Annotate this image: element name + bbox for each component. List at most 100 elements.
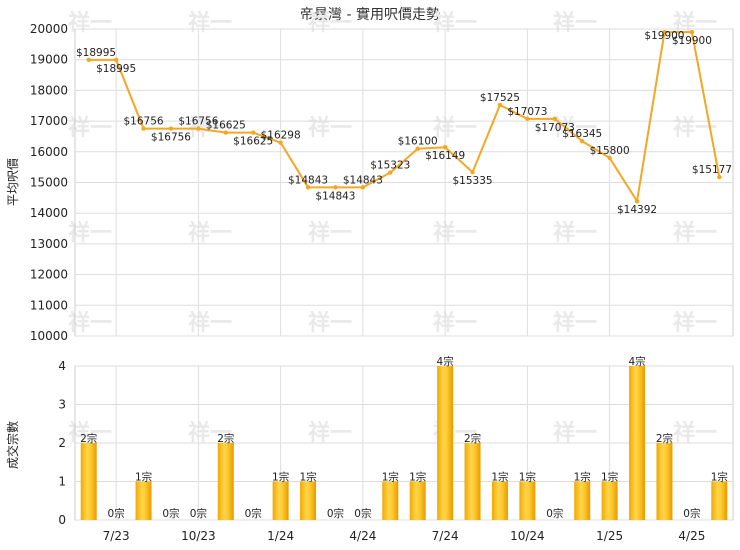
price-data-label-12: $16100 — [398, 136, 438, 148]
price-point-12 — [415, 146, 420, 151]
price-data-label-16: $17073 — [507, 106, 547, 118]
watermark-text-8: 祥一 — [188, 310, 232, 336]
price-point-4 — [196, 126, 201, 131]
watermark-text-15: 祥一 — [433, 10, 477, 36]
volume-data-label-1: 0宗 — [108, 507, 125, 520]
price-point-13 — [442, 145, 448, 150]
price-data-label-19: $15800 — [590, 145, 630, 157]
volume-bar-18 — [574, 481, 591, 520]
price-data-label-2: $16756 — [123, 116, 163, 128]
volume-bar-14 — [464, 443, 481, 520]
watermark-text-10: 祥一 — [308, 10, 352, 36]
price-point-18 — [580, 139, 585, 144]
watermark-text-24: 祥一 — [553, 420, 597, 446]
volume-data-label-7: 1宗 — [272, 471, 289, 484]
watermark-text-13: 祥一 — [308, 310, 352, 336]
x-tick-label-2: 1/24 — [267, 529, 294, 543]
price-data-label-23: $15177 — [692, 164, 732, 176]
volume-data-label-2: 1宗 — [135, 471, 152, 484]
watermark-text-21: 祥一 — [553, 115, 597, 141]
price-point-16 — [525, 116, 530, 122]
volume-data-label-20: 4宗 — [628, 355, 645, 368]
volume-tick-label-4: 4 — [58, 359, 66, 373]
volume-bar-5 — [217, 443, 234, 520]
price-point-3 — [168, 126, 174, 131]
volume-data-label-5: 2宗 — [217, 432, 234, 445]
price-point-15 — [497, 102, 503, 108]
volume-bar-13 — [437, 366, 454, 520]
watermark-text-20: 祥一 — [553, 10, 597, 36]
price-data-label-3: $16756 — [151, 132, 191, 144]
price-line-chart: 10000 11000 12000 13000 14000 15000 16000 17000… — [30, 22, 734, 343]
volume-bar-23 — [711, 481, 728, 520]
volume-axis-title: 成交宗數 — [5, 421, 20, 469]
volume-tick-label-1: 1 — [58, 475, 66, 489]
x-tick-label-0: 7/23 — [103, 529, 130, 543]
price-data-label-18: $16345 — [562, 128, 602, 140]
price-point-22 — [689, 29, 695, 35]
watermark-text-18: 祥一 — [433, 310, 477, 336]
price-point-11 — [388, 170, 393, 175]
price-data-label-20: $14392 — [617, 204, 657, 216]
volume-data-label-22: 0宗 — [683, 507, 700, 520]
chart-title: 帝景灣 - 實用呎價走勢 — [300, 6, 440, 23]
watermark-text-7: 祥一 — [188, 220, 232, 246]
price-point-5 — [223, 130, 228, 135]
volume-bar-20 — [629, 366, 646, 520]
price-point-10 — [360, 185, 366, 190]
volume-bar-7 — [272, 481, 289, 520]
volume-data-label-14: 2宗 — [464, 432, 481, 445]
price-data-label-15: $17525 — [480, 92, 520, 104]
price-data-label-7: $16298 — [261, 130, 301, 142]
volume-data-label-8: 1宗 — [299, 471, 316, 484]
price-tick-label-1: 11000 — [30, 298, 68, 312]
volume-data-label-17: 0宗 — [546, 507, 563, 520]
price-tick-label-2: 12000 — [30, 268, 68, 282]
x-tick-label-6: 1/25 — [596, 529, 623, 543]
price-point-9 — [333, 185, 338, 190]
price-tick-label-3: 13000 — [30, 237, 68, 251]
volume-data-label-4: 0宗 — [190, 507, 207, 520]
volume-bar-19 — [601, 481, 618, 520]
price-data-label-13: $16149 — [425, 150, 465, 162]
price-point-20 — [634, 198, 640, 204]
watermark-text-16: 祥一 — [433, 115, 477, 141]
price-tick-label-5: 15000 — [30, 176, 68, 190]
volume-bar-chart: 0 1 2 3 4 2宗 0宗 1宗 0宗 0宗 2宗 0宗 1宗 1宗 0宗 0宗 1宗 1宗 4宗 2宗 1宗 1宗 0… — [58, 355, 734, 543]
volume-bar-0 — [80, 443, 97, 520]
x-tick-label-7: 4/25 — [678, 529, 705, 543]
volume-data-label-3: 0宗 — [162, 507, 179, 520]
watermark-text-9: 祥一 — [188, 420, 232, 446]
price-tick-label-0: 10000 — [30, 329, 68, 343]
x-tick-label-3: 4/24 — [349, 529, 376, 543]
volume-data-label-0: 2宗 — [80, 432, 97, 445]
watermark-text-5: 祥一 — [188, 10, 232, 36]
watermark-layer: 祥一祥一祥一祥一祥一祥一祥一祥一祥一祥一祥一祥一祥一祥一祥一祥一祥一祥一祥一祥一… — [68, 10, 717, 446]
price-data-label-5: $16625 — [206, 120, 246, 132]
volume-bar-16 — [519, 481, 536, 520]
volume-bar-2 — [135, 481, 152, 520]
price-point-7 — [278, 140, 283, 145]
price-point-19 — [607, 155, 612, 161]
price-tick-label-6: 16000 — [30, 145, 68, 159]
price-data-label-4: $16756 — [178, 116, 218, 128]
volume-data-label-9: 0宗 — [327, 507, 344, 520]
x-tick-label-5: 10/24 — [510, 529, 545, 543]
price-data-label-14: $15335 — [452, 175, 492, 187]
price-tick-label-4: 14000 — [30, 206, 68, 220]
watermark-text-23: 祥一 — [553, 310, 597, 336]
watermark-text-12: 祥一 — [308, 220, 352, 246]
price-data-label-9: $14843 — [315, 190, 355, 202]
price-tick-label-9: 19000 — [30, 53, 68, 67]
price-tick-label-7: 17000 — [30, 114, 68, 128]
volume-bar-8 — [300, 481, 317, 520]
price-data-label-11: $15323 — [370, 160, 410, 172]
watermark-text-27: 祥一 — [673, 220, 717, 246]
price-data-label-10: $14843 — [343, 174, 383, 186]
price-point-0 — [86, 57, 91, 63]
price-tick-label-8: 18000 — [30, 83, 68, 97]
price-point-1 — [113, 57, 119, 63]
price-point-14 — [470, 170, 475, 175]
